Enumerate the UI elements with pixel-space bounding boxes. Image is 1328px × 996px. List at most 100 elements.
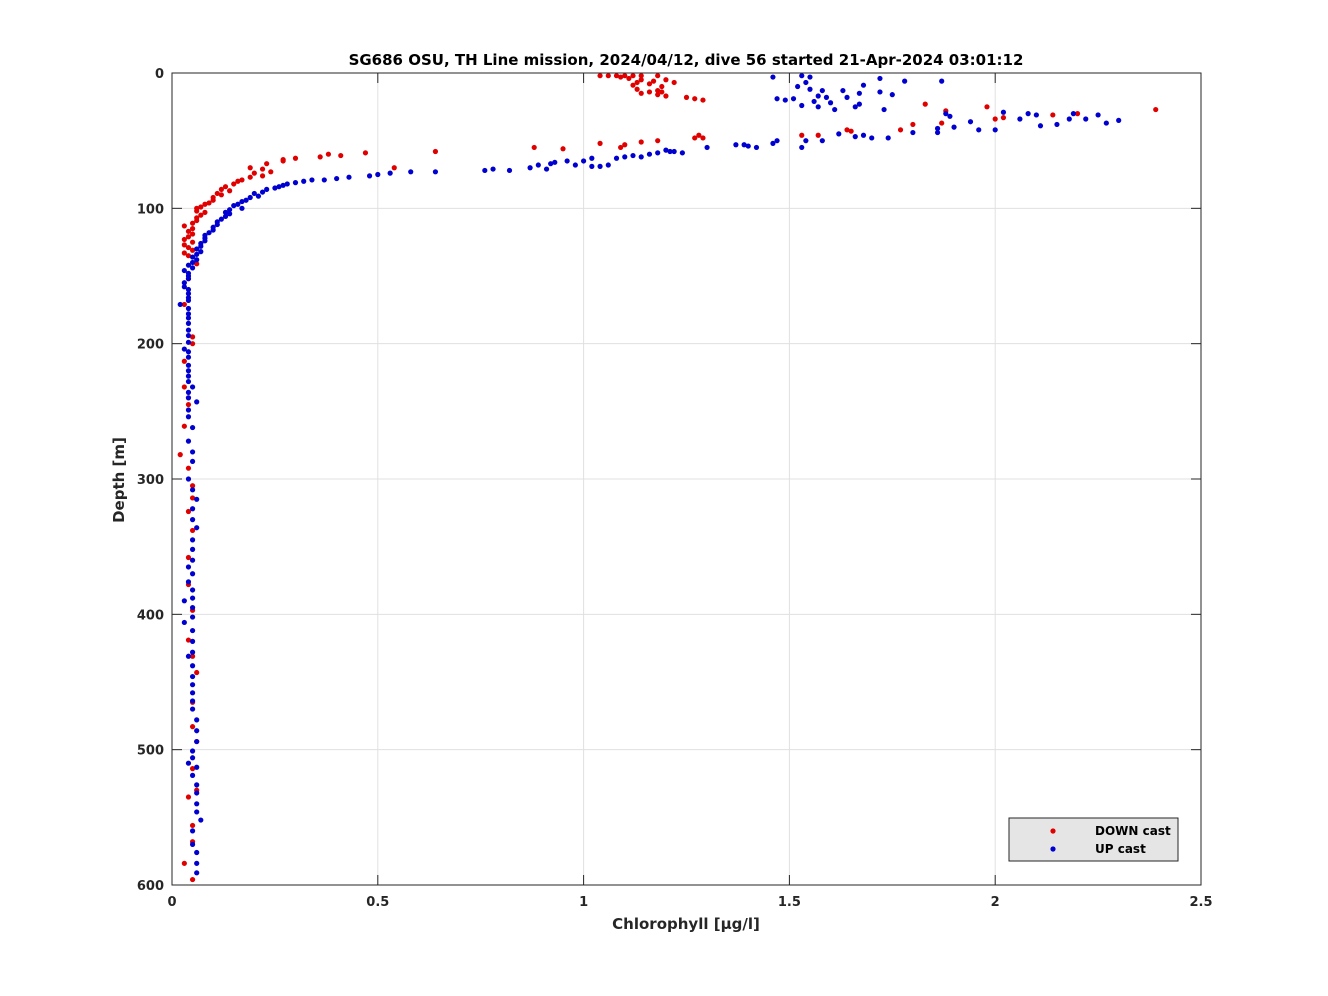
data-point — [189, 487, 196, 493]
data-point — [189, 604, 196, 611]
data-point — [934, 129, 941, 136]
data-point — [482, 167, 488, 174]
data-point — [181, 280, 187, 286]
data-point — [1153, 106, 1159, 113]
x-tick-label: 2 — [991, 895, 1000, 910]
y-tick-label: 400 — [137, 608, 164, 623]
data-point — [984, 104, 990, 110]
data-point — [922, 101, 928, 107]
data-point — [185, 395, 192, 401]
data-point — [655, 138, 661, 144]
data-point — [247, 194, 253, 201]
data-point — [939, 78, 945, 84]
data-point — [189, 265, 196, 271]
data-point — [700, 97, 706, 103]
data-point — [638, 90, 644, 96]
data-point — [790, 96, 797, 102]
data-point — [194, 860, 200, 866]
data-point — [581, 158, 587, 164]
data-point — [235, 201, 241, 207]
data-point — [181, 619, 187, 626]
data-point — [856, 101, 862, 107]
data-point — [799, 144, 805, 151]
data-point — [1050, 112, 1056, 118]
data-point — [181, 860, 187, 866]
data-point — [251, 190, 257, 197]
data-point — [597, 163, 603, 169]
data-point — [231, 181, 237, 187]
data-point — [185, 320, 192, 326]
data-point — [198, 249, 204, 255]
data-point — [189, 231, 196, 237]
data-point — [185, 315, 192, 321]
data-point — [943, 111, 949, 117]
data-point — [189, 546, 196, 552]
data-point — [638, 154, 644, 160]
y-tick-label: 500 — [137, 744, 164, 759]
data-point — [239, 177, 245, 183]
data-point — [185, 465, 192, 471]
data-point — [659, 89, 665, 95]
x-tick-label: 2.5 — [1189, 895, 1212, 910]
data-point — [194, 669, 200, 676]
data-point — [189, 724, 196, 730]
axis-ticks: 0 0.5 1 1.5 2 2.5 0 100 200 300 400 500 600 — [137, 67, 1213, 910]
data-point — [185, 290, 192, 297]
data-point — [934, 125, 941, 132]
data-point — [1054, 121, 1060, 128]
data-point — [243, 197, 249, 203]
data-point — [589, 155, 595, 161]
data-point — [185, 234, 192, 240]
data-point — [189, 682, 196, 688]
data-point — [218, 216, 224, 222]
data-point — [181, 598, 187, 604]
data-point — [189, 517, 196, 523]
data-point — [214, 190, 220, 197]
data-point — [774, 96, 780, 102]
data-point — [807, 86, 813, 92]
y-tick-label: 100 — [137, 202, 164, 217]
data-point — [753, 144, 760, 151]
data-point — [181, 301, 187, 308]
x-tick-label: 1.5 — [778, 895, 801, 910]
data-point — [189, 649, 196, 655]
data-point — [231, 203, 237, 209]
data-point — [659, 83, 665, 90]
data-point — [189, 841, 196, 848]
legend-label-down: DOWN cast — [1095, 824, 1171, 838]
data-point — [881, 106, 887, 113]
data-point — [877, 75, 883, 82]
x-tick-label: 0.5 — [366, 895, 389, 910]
data-point — [185, 414, 192, 420]
data-point — [185, 286, 192, 293]
data-point — [321, 177, 327, 183]
data-point — [535, 162, 541, 168]
data-point — [692, 96, 698, 102]
data-point — [815, 104, 821, 110]
series-up-cast — [177, 73, 1122, 876]
data-point — [869, 135, 875, 141]
data-point — [189, 458, 196, 465]
y-tick-label: 0 — [155, 67, 164, 82]
data-point — [181, 346, 187, 352]
data-point — [194, 870, 200, 876]
data-point — [185, 438, 192, 444]
data-point — [185, 554, 192, 561]
data-point — [655, 92, 661, 98]
data-point — [189, 226, 196, 232]
data-point — [992, 116, 998, 122]
data-point — [194, 261, 200, 267]
data-point — [815, 93, 821, 99]
data-point — [280, 158, 286, 164]
x-axis-title: Chlorophyll [μg/l] — [612, 915, 760, 933]
data-point — [189, 828, 196, 834]
data-point — [852, 134, 858, 140]
data-point — [181, 384, 187, 390]
data-point — [189, 247, 196, 253]
data-point — [185, 378, 192, 385]
data-point — [198, 817, 204, 823]
data-point — [679, 150, 685, 156]
data-point — [189, 595, 196, 601]
data-point — [799, 132, 805, 138]
